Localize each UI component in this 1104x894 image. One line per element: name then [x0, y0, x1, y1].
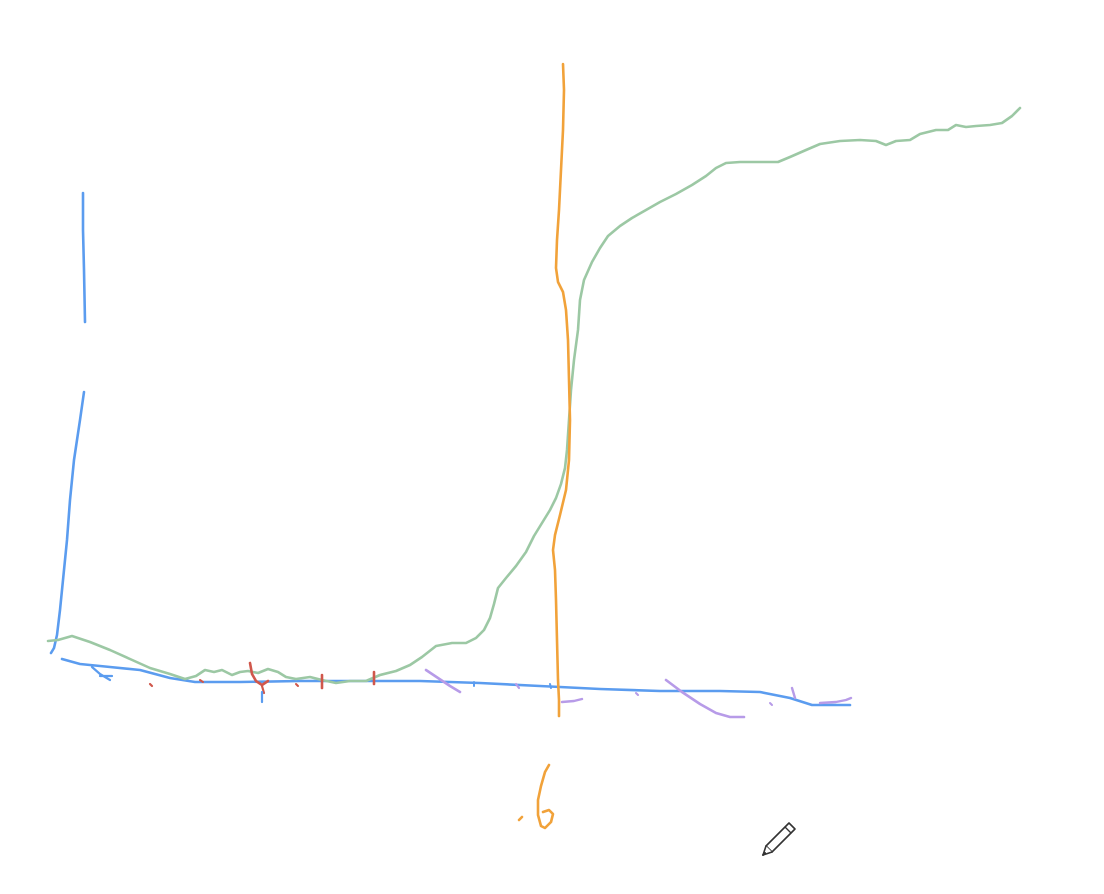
y-axis-upper-segment — [81, 191, 87, 324]
red-tick — [148, 682, 154, 688]
red-tick — [295, 683, 299, 687]
purple-tick — [818, 696, 853, 705]
purple-tick — [664, 678, 746, 719]
pencil-lead — [762, 852, 766, 856]
pencil-icon — [762, 822, 796, 856]
purple-tick-marks — [424, 668, 853, 719]
purple-tick — [635, 692, 639, 696]
red-tick — [199, 679, 204, 683]
x-axis-line — [60, 657, 852, 707]
purple-tick — [560, 697, 584, 704]
purple-tick — [790, 686, 797, 700]
red-tick-marks — [148, 661, 376, 695]
pencil-band — [784, 826, 792, 834]
purple-tick — [424, 668, 462, 694]
red-tick — [260, 684, 266, 695]
orange-marker-line — [551, 62, 572, 718]
x-axis-start-hook — [90, 665, 114, 682]
blue-tick — [549, 683, 552, 689]
orange-label: .6 — [517, 763, 555, 830]
sigmoid-curve — [46, 106, 1022, 685]
pencil-body — [765, 822, 796, 853]
y-axis-lower-segment — [49, 390, 86, 655]
purple-tick — [514, 682, 521, 690]
red-tick — [248, 661, 270, 687]
purple-tick — [769, 702, 773, 706]
orange-label-text: .6 — [520, 823, 523, 825]
orange-label-six — [536, 763, 555, 830]
orange-label-dot — [517, 815, 524, 822]
